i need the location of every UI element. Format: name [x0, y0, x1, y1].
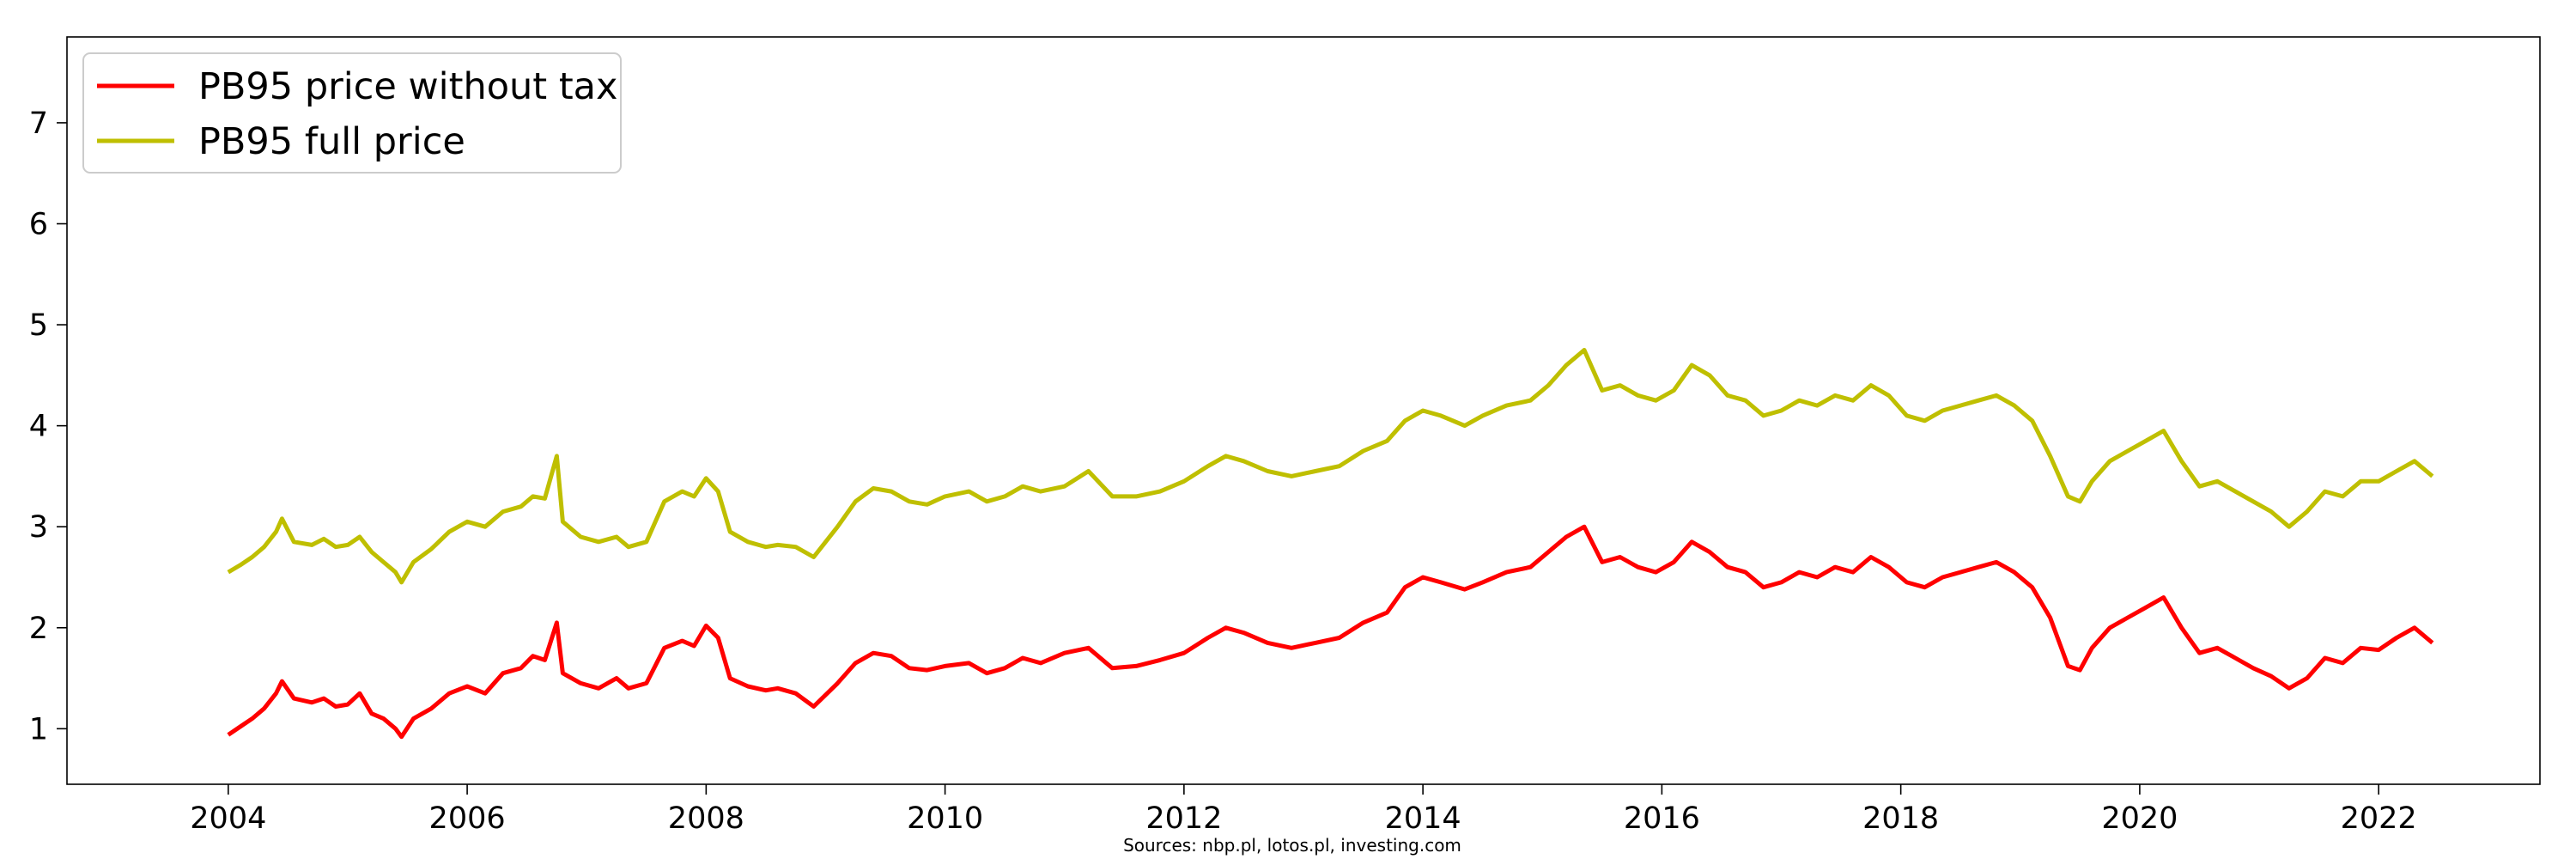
y-tick-label: 6 — [29, 208, 48, 242]
x-tick-label: 2018 — [1862, 801, 1939, 836]
series-line-without-tax — [227, 524, 2434, 740]
x-tick-label: 2022 — [2341, 801, 2417, 836]
x-tick-label: 2014 — [1385, 801, 1461, 836]
plot-area-frame — [66, 36, 2541, 785]
x-axis: 2004 2006 2008 2010 2012 2014 2016 2018 2020 2022 — [190, 784, 2417, 836]
y-tick-label: 7 — [29, 107, 48, 141]
series-layer — [227, 348, 2434, 740]
y-tick-label: 2 — [29, 612, 48, 646]
x-tick-label: 2006 — [429, 801, 506, 836]
y-tick-label: 1 — [29, 712, 48, 746]
legend-label-full-price: PB95 full price — [198, 120, 465, 163]
y-axis: 1 2 3 4 5 6 7 — [29, 107, 67, 746]
x-tick-label: 2020 — [2101, 801, 2178, 836]
legend: PB95 price without tax PB95 full price — [82, 52, 622, 174]
sources-caption: Sources: nbp.pl, lotos.pl, investing.com — [1123, 835, 1461, 856]
legend-label-without-tax: PB95 price without tax — [198, 65, 617, 108]
y-tick-label: 5 — [29, 308, 48, 343]
legend-box — [82, 52, 622, 174]
x-tick-label: 2010 — [907, 801, 983, 836]
x-tick-label: 2016 — [1624, 801, 1700, 836]
x-tick-label: 2012 — [1145, 801, 1222, 836]
x-tick-label: 2004 — [190, 801, 266, 836]
x-tick-label: 2008 — [668, 801, 744, 836]
y-tick-label: 3 — [29, 510, 48, 545]
y-tick-label: 4 — [29, 410, 48, 444]
series-line-full-price — [227, 348, 2434, 585]
